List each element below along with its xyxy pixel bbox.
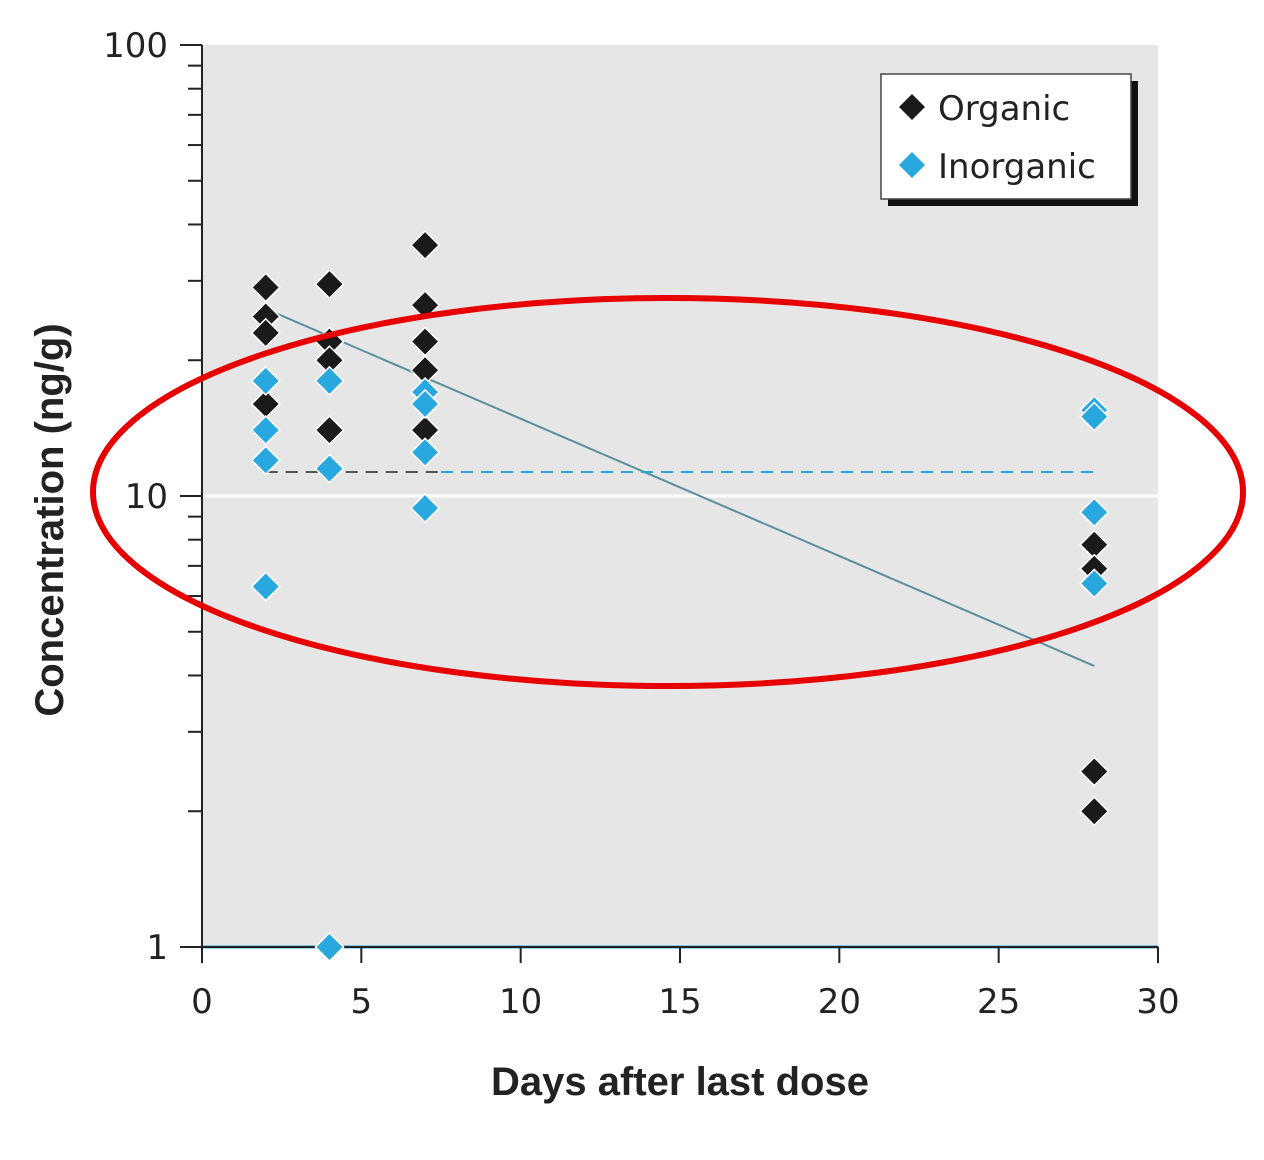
point-inorganic <box>1079 497 1110 528</box>
point-inorganic <box>410 437 441 468</box>
x-tick-label: 20 <box>818 982 861 1022</box>
axes: 1 10 100 0 5 10 15 20 25 30 <box>103 26 1180 1022</box>
point-organic <box>314 415 345 446</box>
legend-marker-organic <box>899 94 925 120</box>
x-tick-label: 0 <box>191 982 213 1022</box>
point-organic <box>1079 796 1110 827</box>
x-axis-title: Days after last dose <box>491 1060 869 1104</box>
x-tick-label: 15 <box>658 982 701 1022</box>
point-inorganic <box>314 453 345 484</box>
x-tick-label: 30 <box>1136 982 1179 1022</box>
point-organic <box>410 230 441 261</box>
point-inorganic <box>410 493 441 524</box>
point-inorganic <box>1079 401 1110 432</box>
y-axis-title: Concentration (ng/g) <box>28 323 72 716</box>
highlight-ellipse <box>90 295 1246 689</box>
x-tick-label: 10 <box>499 982 542 1022</box>
point-inorganic <box>314 931 345 963</box>
point-organic <box>250 317 281 348</box>
point-organic <box>250 272 281 303</box>
point-inorganic <box>314 365 345 396</box>
fit-line-0 <box>265 307 1095 667</box>
legend: Organic Inorganic <box>880 73 1138 206</box>
legend-box <box>880 73 1132 200</box>
point-organic <box>314 269 345 300</box>
legend-marker-inorganic <box>899 152 925 178</box>
point-inorganic <box>250 571 281 602</box>
point-inorganic <box>250 445 281 476</box>
data-points <box>250 230 1110 963</box>
y-tick-label: 10 <box>125 477 168 517</box>
point-organic <box>1079 756 1110 787</box>
x-tick-label: 5 <box>351 982 373 1022</box>
point-inorganic <box>1079 568 1110 599</box>
point-inorganic <box>250 415 281 446</box>
legend-label-inorganic: Inorganic <box>938 147 1096 187</box>
point-inorganic <box>410 388 441 420</box>
point-inorganic <box>250 365 281 396</box>
x-tick-label: 25 <box>977 982 1020 1022</box>
legend-label-organic: Organic <box>938 89 1070 129</box>
y-tick-label: 100 <box>103 26 168 66</box>
y-tick-label: 1 <box>146 928 168 968</box>
